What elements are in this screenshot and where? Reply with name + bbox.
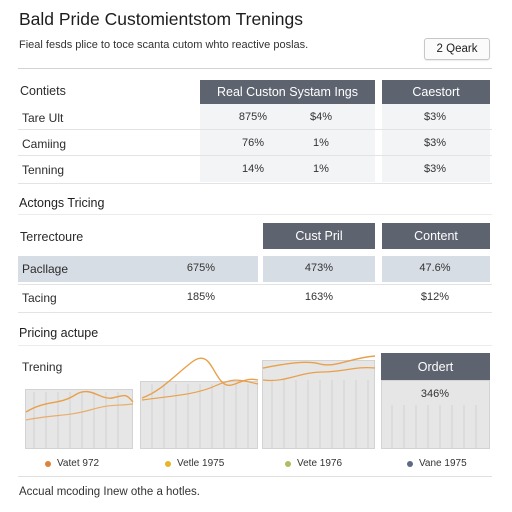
table-cell: 185% bbox=[186, 291, 216, 303]
chart-right-header[interactable]: Ordert bbox=[381, 353, 490, 380]
row-divider bbox=[18, 284, 492, 285]
legend-label: Vete 1976 bbox=[297, 458, 343, 469]
table-cell: 76% bbox=[241, 137, 265, 149]
chart-gridlines bbox=[33, 380, 477, 448]
table1-shade-1 bbox=[200, 104, 375, 182]
trend-line-6 bbox=[262, 366, 376, 382]
trend-line-5 bbox=[262, 355, 376, 369]
legend-item: Vatet 972 bbox=[45, 458, 99, 469]
table2-col-header-1[interactable]: Cust Pril bbox=[263, 223, 375, 249]
row-divider bbox=[18, 129, 492, 130]
page-subtitle: Fieal fesds plice to toce scanta cutom w… bbox=[19, 39, 309, 51]
trend-line-3 bbox=[141, 357, 259, 399]
table-cell: $12% bbox=[420, 291, 450, 303]
legend-item: Vane 1975 bbox=[407, 458, 467, 469]
table1-label-header: Contiets bbox=[20, 84, 66, 98]
table-row-label: Tenning bbox=[22, 163, 65, 177]
chart-panel-4 bbox=[381, 380, 490, 449]
table-cell: 675% bbox=[186, 262, 216, 274]
table2-row-highlight bbox=[18, 256, 258, 282]
table-cell: $3% bbox=[423, 163, 447, 175]
table2-row-highlight bbox=[263, 256, 375, 282]
row-divider bbox=[18, 312, 492, 313]
section-heading-pricing: Pricing actupe bbox=[19, 326, 99, 340]
chart-panel-1 bbox=[25, 389, 133, 449]
legend-label: Vetle 1975 bbox=[177, 458, 225, 469]
section-heading-actions: Actongs Tricing bbox=[19, 196, 105, 210]
footer-text: Accual mcoding Inew othe a hotles. bbox=[19, 486, 200, 498]
table2-label-header: Terrectoure bbox=[20, 230, 84, 244]
row-divider bbox=[18, 183, 492, 184]
table-cell: 163% bbox=[304, 291, 334, 303]
table2-row-highlight bbox=[382, 256, 490, 282]
legend-label: Vane 1975 bbox=[419, 458, 467, 469]
legend-item: Vete 1976 bbox=[285, 458, 342, 469]
table1-col-header-1[interactable]: Real Custon Systam Ings bbox=[200, 80, 375, 104]
page-title: Bald Pride Customientstom Trenings bbox=[19, 9, 304, 29]
divider bbox=[18, 68, 492, 69]
table-cell: 875% bbox=[238, 111, 268, 123]
table-cell: $3% bbox=[423, 111, 447, 123]
table-cell: 14% bbox=[241, 163, 265, 175]
chart-right-value: 346% bbox=[420, 388, 450, 400]
table2-col-header-2[interactable]: Content bbox=[382, 223, 490, 249]
divider bbox=[18, 345, 492, 346]
divider bbox=[18, 214, 492, 215]
legend-swatch bbox=[407, 460, 413, 467]
table-cell: 473% bbox=[304, 262, 334, 274]
trend-line-2 bbox=[25, 403, 134, 421]
table-row-label: Pacllage bbox=[22, 262, 69, 276]
table-row-label: Tare Ult bbox=[22, 111, 64, 125]
row-divider bbox=[18, 155, 492, 156]
table1-col-header-2[interactable]: Caestort bbox=[382, 80, 490, 104]
chart-panel-2 bbox=[140, 381, 258, 449]
table-row-label: Tacing bbox=[22, 291, 57, 305]
chart-label: Trening bbox=[22, 360, 63, 374]
table-cell: 47.6% bbox=[419, 262, 451, 274]
table-row-label: Camiing bbox=[22, 137, 67, 151]
table-cell: $3% bbox=[423, 137, 447, 149]
legend-swatch bbox=[285, 460, 291, 467]
search-button[interactable]: 2 Qeark bbox=[424, 38, 490, 60]
table1-shade-2 bbox=[382, 104, 490, 182]
legend-swatch bbox=[45, 460, 51, 467]
divider bbox=[18, 476, 492, 477]
trend-line-4 bbox=[141, 379, 259, 401]
legend-swatch bbox=[165, 460, 171, 467]
table-cell: $4% bbox=[309, 111, 333, 123]
table-cell: 1% bbox=[313, 137, 329, 149]
trend-line-1 bbox=[25, 390, 134, 413]
table-cell: 1% bbox=[313, 163, 329, 175]
legend-label: Vatet 972 bbox=[57, 458, 100, 469]
legend-item: Vetle 1975 bbox=[165, 458, 224, 469]
